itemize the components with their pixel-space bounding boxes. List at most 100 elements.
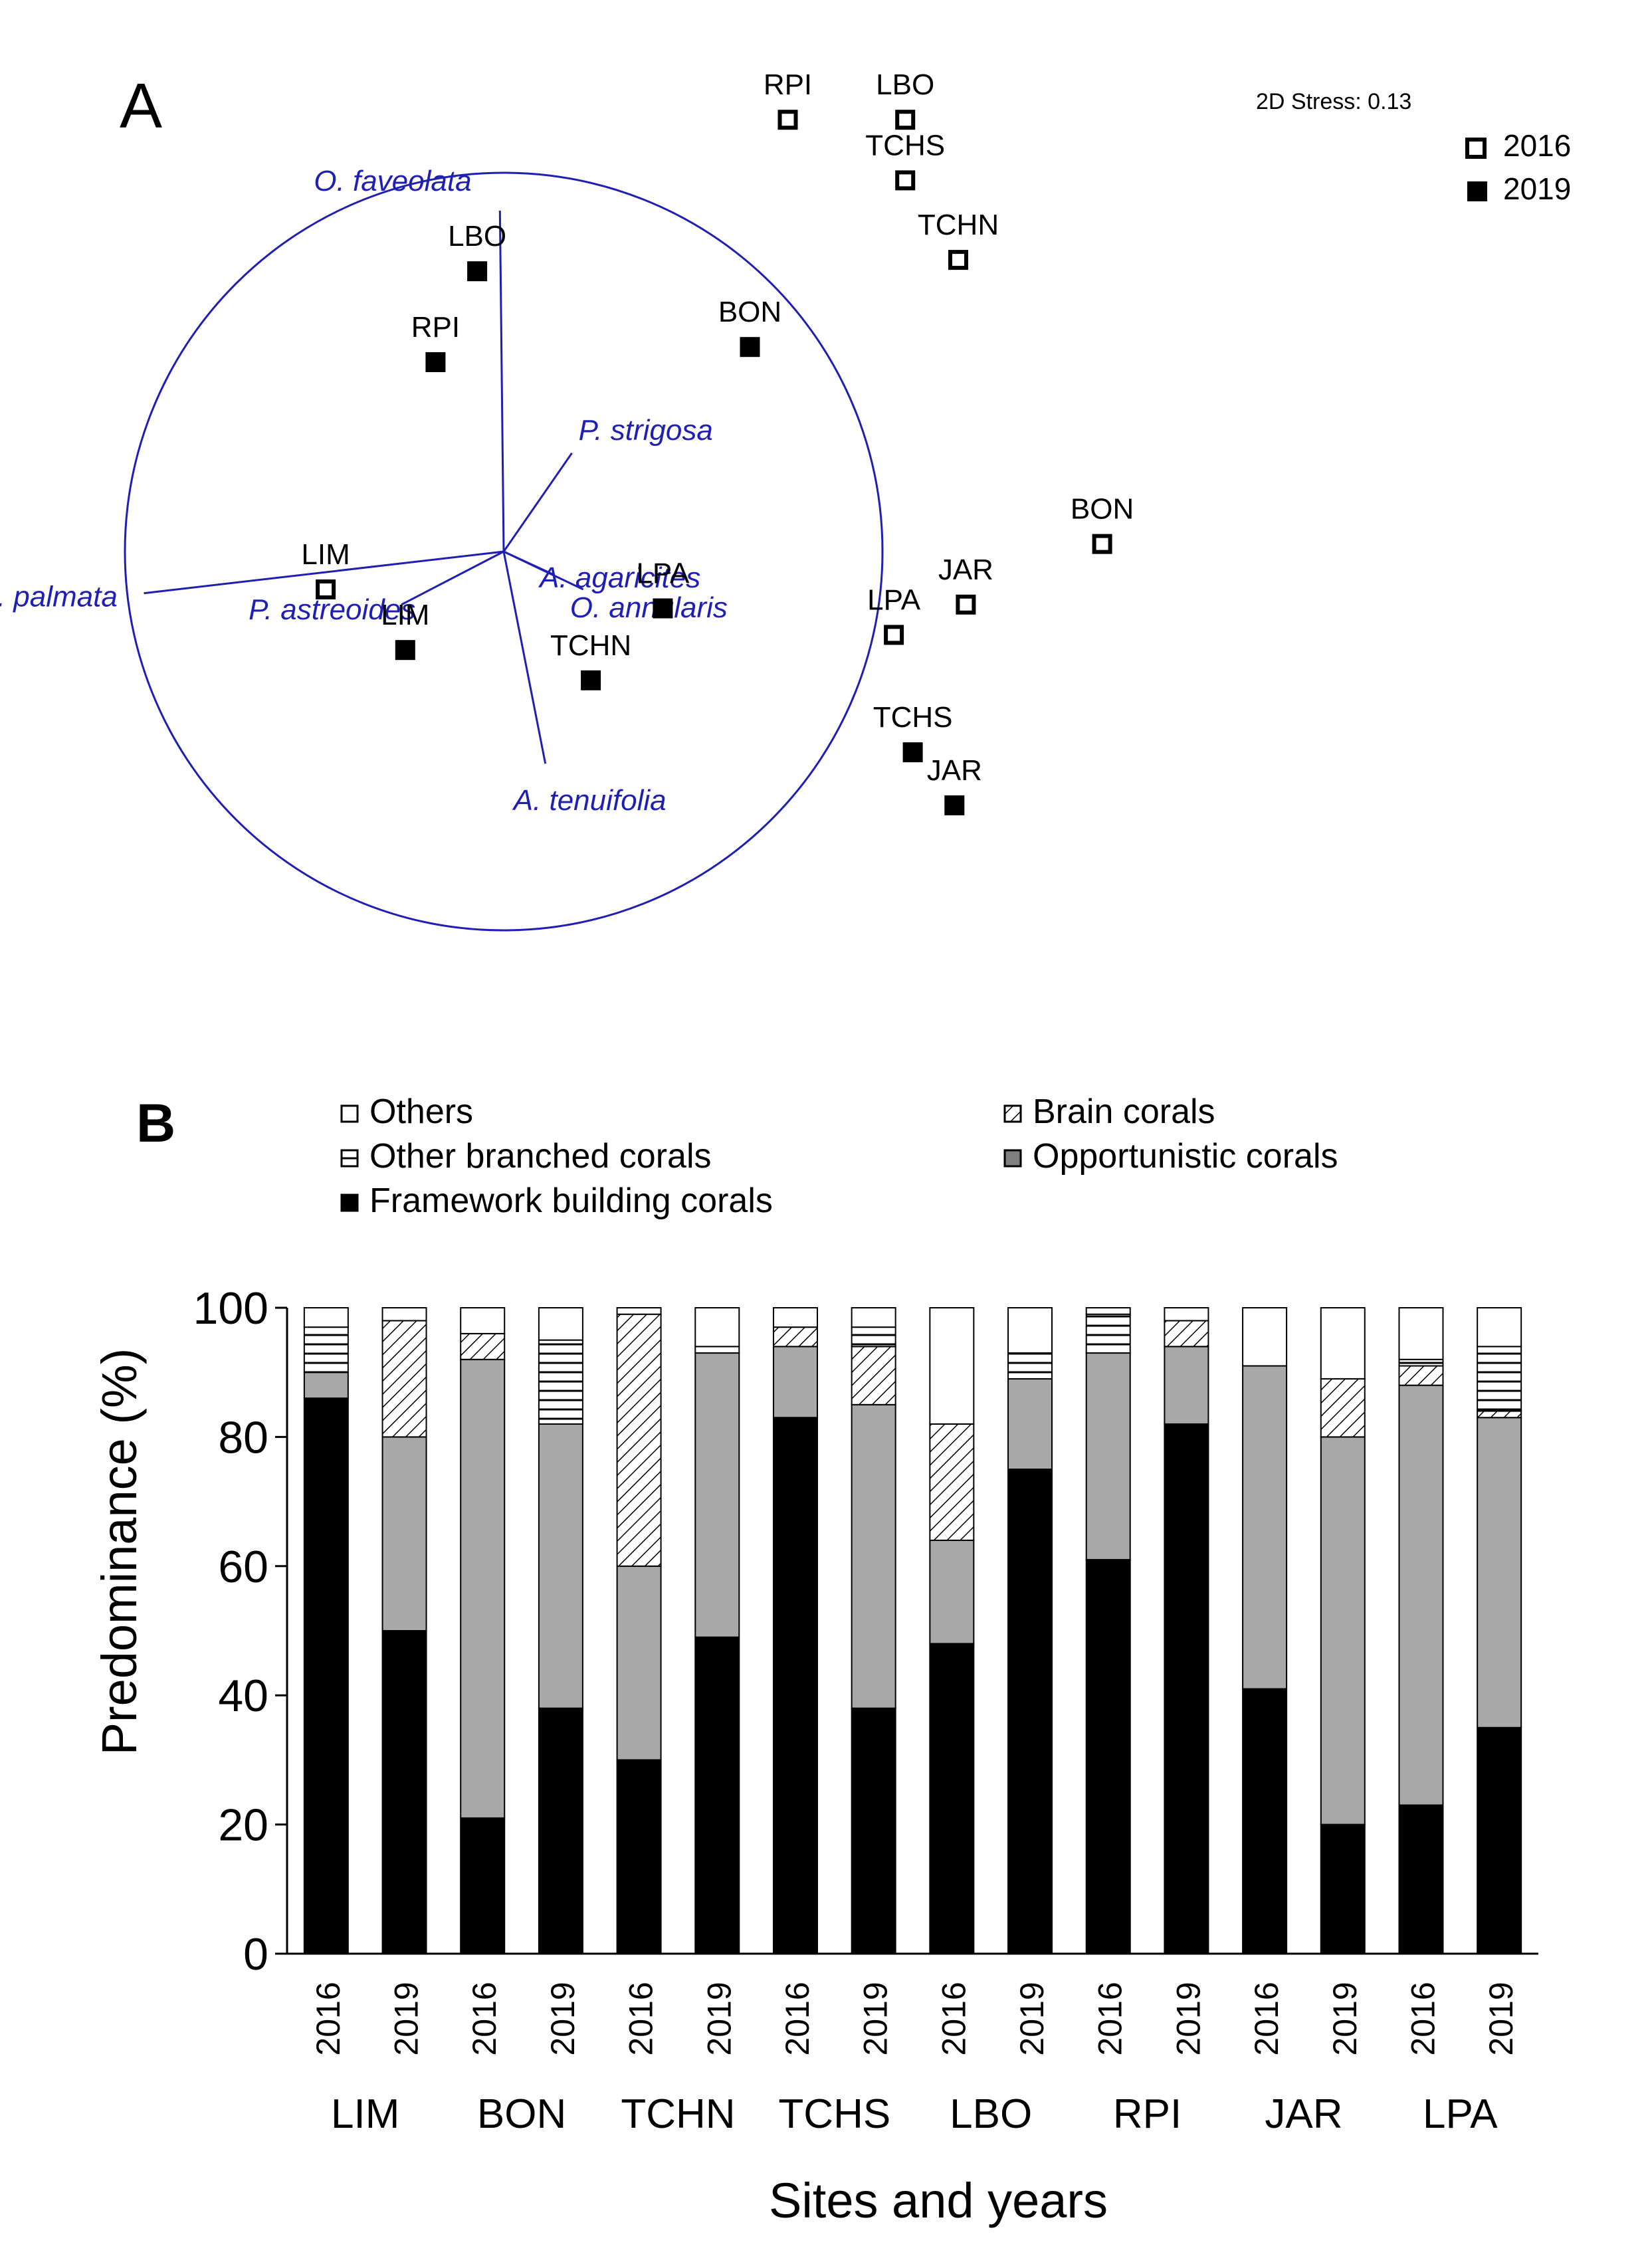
x-tick-label: 2016 bbox=[310, 1982, 347, 2055]
vector-label-p-strigosa: P. strigosa bbox=[579, 414, 713, 447]
vector-label-o-annularis: O. annularis bbox=[570, 591, 728, 624]
point-label-jar-2019: JAR bbox=[927, 754, 982, 787]
legend-2016-label: 2016 bbox=[1503, 128, 1571, 163]
bar-bon-2019-opportunistic-corals bbox=[538, 1423, 583, 1709]
x-tick-label: 2019 bbox=[1170, 1982, 1207, 2055]
bar-lpa-2019-other-branched-corals bbox=[1477, 1346, 1522, 1412]
point-lbo-2019 bbox=[467, 261, 488, 282]
y-tick-label: 0 bbox=[243, 1929, 268, 1980]
legend-brain-swatch bbox=[1003, 1104, 1022, 1123]
legend-b: Others Other branched corals Framework b… bbox=[340, 1092, 1338, 1220]
bar-lpa-2016-opportunistic-corals bbox=[1398, 1384, 1444, 1806]
point-lim-2016 bbox=[316, 579, 336, 599]
legend-opportunistic-swatch bbox=[1003, 1149, 1022, 1168]
bar-lbo-2019-others bbox=[1007, 1307, 1053, 1354]
bar-tchn-2016-brain-corals bbox=[616, 1313, 662, 1567]
bar-rpi-2019-others bbox=[1164, 1307, 1209, 1322]
bar-bon-2016-others bbox=[460, 1307, 506, 1334]
bar-layer bbox=[303, 1307, 1522, 1955]
bar-tchs-2016-brain-corals bbox=[772, 1326, 818, 1348]
vector-label-a-agaricites: A. agaricites bbox=[538, 562, 700, 594]
bar-tchn-2016-framework-building-corals bbox=[616, 1759, 662, 1954]
legend-2016-marker bbox=[1465, 138, 1487, 159]
point-jar-2019 bbox=[944, 795, 965, 815]
bar-lbo-2016-framework-building-corals bbox=[929, 1643, 975, 1954]
legend-framework-label: Framework building corals bbox=[369, 1182, 773, 1220]
legend-brain-label: Brain corals bbox=[1033, 1092, 1215, 1131]
point-tchs-2016 bbox=[895, 170, 916, 191]
x-tick-label: 2019 bbox=[857, 1982, 894, 2055]
bar-tchn-2019-other-branched-corals bbox=[694, 1346, 740, 1354]
bar-tchn-2019-others bbox=[694, 1307, 740, 1348]
y-tick-label: 80 bbox=[218, 1412, 268, 1463]
bar-bon-2019-others bbox=[538, 1307, 583, 1341]
bar-jar-2019-others bbox=[1320, 1307, 1366, 1380]
bar-lbo-2016-others bbox=[929, 1307, 975, 1425]
bar-jar-2019-brain-corals bbox=[1320, 1378, 1366, 1438]
bar-lpa-2019-brain-corals bbox=[1477, 1410, 1522, 1419]
site-label-tchn: TCHN bbox=[621, 2091, 735, 2137]
bar-bon-2019-framework-building-corals bbox=[538, 1707, 583, 1954]
site-label-lim: LIM bbox=[331, 2091, 399, 2137]
panel-a-nmds: A 2D Stress: 0.13 2016 2019 O. faveolata… bbox=[0, 68, 1571, 932]
x-tick-label: 2019 bbox=[544, 1982, 581, 2055]
y-tick-label: 100 bbox=[193, 1283, 268, 1334]
point-tchn-2019 bbox=[581, 670, 601, 690]
site-label-rpi: RPI bbox=[1113, 2091, 1182, 2137]
point-rpi-2016 bbox=[777, 110, 798, 130]
point-lpa-2019 bbox=[653, 598, 673, 619]
point-label-lim-2016: LIM bbox=[301, 538, 350, 571]
bar-bon-2016-framework-building-corals bbox=[460, 1817, 506, 1954]
x-tick-label: 2019 bbox=[1483, 1982, 1520, 2055]
point-label-tchn-2016: TCHN bbox=[918, 209, 999, 241]
bar-tchn-2016-others bbox=[616, 1307, 662, 1315]
bar-lpa-2016-framework-building-corals bbox=[1398, 1804, 1444, 1954]
bar-tchn-2016-opportunistic-corals bbox=[616, 1565, 662, 1761]
bar-lpa-2019-framework-building-corals bbox=[1477, 1726, 1522, 1955]
y-axis-title: Predominance (%) bbox=[92, 1348, 147, 1756]
bar-jar-2016-others bbox=[1242, 1307, 1288, 1367]
x-tick-label: 2019 bbox=[388, 1982, 425, 2055]
y-tick-label: 40 bbox=[218, 1671, 268, 1721]
legend-a: 2016 2019 bbox=[1465, 128, 1571, 206]
legend-opportunistic-label: Opportunistic corals bbox=[1033, 1137, 1338, 1176]
bar-tchn-2019-framework-building-corals bbox=[694, 1636, 740, 1954]
bar-tchn-2019-opportunistic-corals bbox=[694, 1352, 740, 1638]
bar-lim-2016-other-branched-corals bbox=[303, 1326, 349, 1374]
point-label-lim-2019: LIM bbox=[381, 599, 429, 631]
bar-tchs-2019-framework-building-corals bbox=[851, 1707, 896, 1954]
bar-lim-2016-others bbox=[303, 1307, 349, 1328]
vector-o-faveolata bbox=[498, 210, 505, 552]
x-tick-label: 2019 bbox=[1326, 1982, 1364, 2055]
vector-label-o-faveolata: O. faveolata bbox=[314, 165, 471, 197]
y-tick-label: 20 bbox=[218, 1800, 268, 1851]
bar-jar-2016-opportunistic-corals bbox=[1242, 1365, 1288, 1690]
point-tchn-2016 bbox=[948, 250, 968, 270]
legend-others-swatch bbox=[340, 1104, 359, 1123]
point-label-lbo-2016: LBO bbox=[876, 68, 934, 101]
bar-lim-2019-others bbox=[381, 1307, 427, 1322]
bar-rpi-2019-opportunistic-corals bbox=[1164, 1346, 1209, 1425]
bar-bon-2016-brain-corals bbox=[460, 1332, 506, 1360]
x-tick-label: 2016 bbox=[779, 1982, 816, 2055]
legend-framework-swatch bbox=[340, 1193, 359, 1212]
bar-tchs-2016-framework-building-corals bbox=[772, 1417, 818, 1954]
bar-tchs-2019-brain-corals bbox=[851, 1346, 896, 1405]
point-lpa-2016 bbox=[884, 625, 904, 645]
point-label-rpi-2016: RPI bbox=[764, 68, 812, 101]
bar-lbo-2019-framework-building-corals bbox=[1007, 1469, 1053, 1954]
point-bon-2019 bbox=[740, 337, 760, 358]
panel-a-label: A bbox=[120, 70, 162, 142]
bar-lpa-2019-opportunistic-corals bbox=[1477, 1417, 1522, 1728]
point-jar-2016 bbox=[956, 594, 976, 615]
vector-p-strigosa bbox=[502, 452, 573, 552]
bar-tchs-2019-others bbox=[851, 1307, 896, 1328]
stress-label: 2D Stress: 0.13 bbox=[1256, 89, 1411, 114]
vector-label-a-tenuifolia: A. tenuifolia bbox=[512, 784, 667, 817]
bar-jar-2016-framework-building-corals bbox=[1242, 1688, 1288, 1954]
point-label-bon-2016: BON bbox=[1071, 493, 1134, 526]
site-label-lbo: LBO bbox=[950, 2091, 1032, 2137]
point-label-tchn-2019: TCHN bbox=[550, 629, 631, 662]
vector-label-a-palmata: A. palmata bbox=[0, 581, 118, 613]
